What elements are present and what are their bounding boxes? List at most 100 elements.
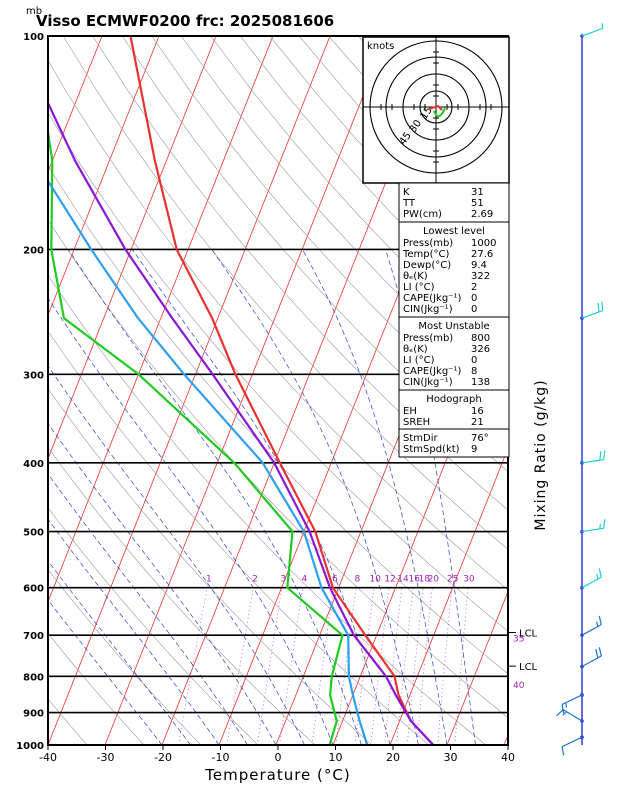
lowest-level-label: Dewp(°C): [403, 260, 451, 271]
dry-adiabat-line: [48, 388, 373, 745]
wind-barb-flag: [597, 302, 600, 313]
mixing-ratio-line: [437, 587, 453, 745]
theta-e-label: 40: [513, 681, 525, 691]
pressure-tick-label: 500: [23, 528, 44, 539]
hodograph-unit-label: knots: [367, 41, 394, 52]
wind-barb-flag: [603, 519, 606, 529]
lcl-label: LCL: [519, 629, 538, 640]
mixing-ratio-line: [226, 587, 254, 745]
wind-barb-flag: [562, 711, 567, 716]
mixing-ratio-line: [416, 587, 433, 745]
isotherm-line: [104, 36, 388, 745]
dry-adiabat-line: [48, 447, 316, 745]
indices-top-label: PW(cm): [403, 209, 442, 220]
pressure-tick-label: 1000: [16, 741, 44, 752]
hodograph-indices-label: EH: [403, 406, 417, 417]
moist-adiabat-line: [48, 422, 277, 745]
dry-adiabat-line: [48, 632, 145, 745]
moist-adiabat-line: [132, 249, 391, 745]
hodograph-indices-label: SREH: [403, 417, 430, 428]
indices-top-label: TT: [402, 198, 416, 209]
mixing-ratio-label: 8: [355, 574, 361, 584]
profile-temperature: [129, 36, 435, 745]
moist-adiabat-line: [48, 599, 163, 745]
moist-adiabat-line: [48, 365, 305, 745]
moist-adiabat-line: [385, 249, 476, 745]
pressure-unit-label: mb: [26, 6, 42, 17]
wind-barb-flag: [598, 615, 602, 625]
storm-motion-value: 9: [471, 444, 477, 455]
lowest-level-value: 0: [471, 293, 477, 304]
dry-adiabat-line: [92, 36, 508, 511]
mixing-ratio-label: 25: [447, 574, 458, 584]
isotherm-line: [389, 447, 508, 745]
chart-title: Visso ECMWF0200 frc: 2025081606: [36, 12, 334, 30]
most-unstable-label: CIN(Jkg⁻¹): [403, 377, 453, 388]
pressure-tick-label: 900: [23, 709, 44, 720]
most-unstable-value: 800: [471, 333, 490, 344]
mixing-ratio-label: 4: [301, 574, 307, 584]
hodograph-indices-value: 16: [471, 406, 484, 417]
mixing-ratio-line: [178, 587, 208, 745]
mixing-ratio-axis-label: Mixing Ratio (g/kg): [533, 379, 549, 530]
mixing-ratio-label: 16: [408, 574, 420, 584]
wind-barb-column: [556, 23, 606, 756]
x-axis-label: Temperature (°C): [204, 766, 350, 784]
lowest-level-value: 1000: [471, 238, 496, 249]
mixing-ratio-label: 10: [370, 574, 382, 584]
isotherm-line: [48, 36, 160, 317]
temperature-tick-label: -10: [212, 751, 230, 764]
wind-barb-shaft: [561, 694, 583, 705]
wind-barb-shaft: [581, 624, 602, 636]
hodograph-trace-low: [428, 104, 443, 111]
dry-adiabat-line: [48, 507, 259, 745]
pressure-tick-label: 100: [23, 32, 44, 43]
profile-wet-bulb: [48, 178, 369, 745]
storm-motion-value: 76°: [471, 433, 489, 444]
wind-barb-flag: [556, 709, 564, 717]
dry-adiabat-line: [48, 112, 508, 632]
moist-adiabat-line: [302, 249, 448, 745]
lowest-level-value: 9.4: [471, 260, 487, 271]
temperature-tick-label: 30: [444, 751, 458, 764]
pressure-tick-label: 800: [23, 672, 44, 683]
indices-top-box: [398, 182, 510, 223]
most-unstable-title: Most Unstable: [418, 321, 489, 332]
storm-motion-box: [398, 428, 510, 458]
wind-barb-flag: [603, 450, 606, 460]
lowest-level-label: θₑ(K): [403, 271, 428, 282]
storm-motion-label: StmDir: [403, 433, 438, 444]
isotherm-line: [48, 36, 217, 460]
lowest-level-value: 2: [471, 282, 477, 293]
wind-barb-flag: [599, 523, 601, 529]
wind-barb-shaft: [562, 709, 583, 722]
pressure-tick-label: 200: [23, 245, 44, 256]
lowest-level-label: Temp(°C): [402, 249, 450, 260]
moist-adiabat-line: [48, 560, 191, 745]
lowest-level-box: [398, 221, 510, 318]
hodograph-trace-mid: [433, 107, 446, 118]
temperature-tick-label: 40: [501, 751, 515, 764]
isotherm-line: [561, 36, 618, 745]
wind-barb-flag: [565, 702, 568, 708]
mixing-ratio-label: 3: [281, 574, 287, 584]
moist-adiabat-line: [48, 518, 220, 745]
dry-adiabat-line: [48, 59, 508, 591]
wind-barb-shaft: [581, 27, 603, 37]
mixing-ratio-label: 20: [428, 574, 440, 584]
most-unstable-label: Press(mb): [403, 333, 453, 344]
storm-motion-label: StmSpd(kt): [403, 444, 460, 455]
pressure-tick-label: 600: [23, 584, 44, 595]
wind-barb-flag: [596, 574, 599, 580]
most-unstable-value: 0: [471, 355, 477, 366]
indices-top-value: 2.69: [471, 209, 493, 220]
temperature-tick-label: 20: [386, 751, 400, 764]
profile-dewpoint: [48, 124, 344, 745]
lowest-level-label: LI (°C): [403, 282, 435, 293]
mixing-ratio-label: 14: [397, 574, 409, 584]
isotherm-line: [48, 36, 274, 603]
most-unstable-value: 326: [471, 344, 490, 355]
pressure-tick-label: 700: [23, 631, 44, 642]
